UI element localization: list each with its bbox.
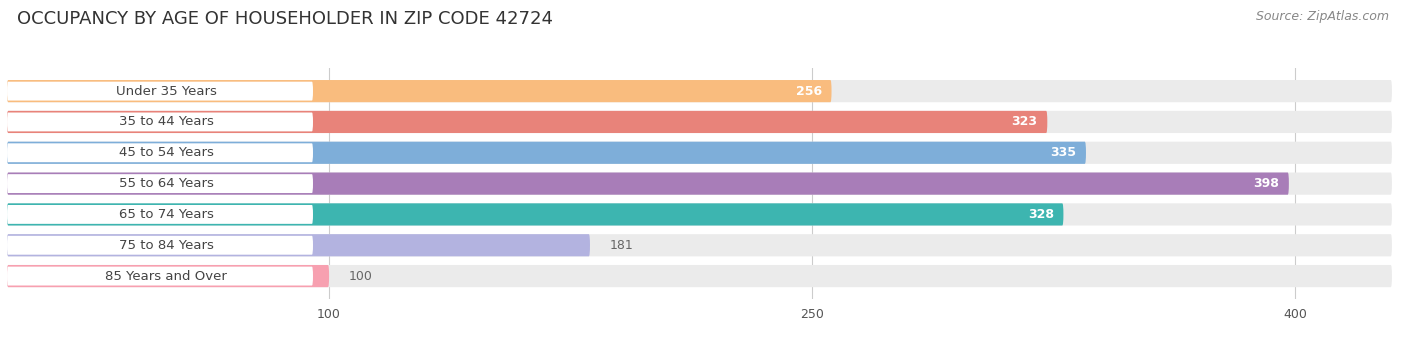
Text: 35 to 44 Years: 35 to 44 Years bbox=[118, 116, 214, 129]
FancyBboxPatch shape bbox=[7, 142, 1085, 164]
Text: 328: 328 bbox=[1028, 208, 1053, 221]
Text: 335: 335 bbox=[1050, 146, 1077, 159]
Text: Source: ZipAtlas.com: Source: ZipAtlas.com bbox=[1256, 10, 1389, 23]
FancyBboxPatch shape bbox=[7, 203, 1392, 225]
FancyBboxPatch shape bbox=[7, 203, 1063, 225]
FancyBboxPatch shape bbox=[7, 236, 314, 255]
Text: 256: 256 bbox=[796, 85, 823, 98]
FancyBboxPatch shape bbox=[7, 142, 1392, 164]
Text: 65 to 74 Years: 65 to 74 Years bbox=[118, 208, 214, 221]
Text: 85 Years and Over: 85 Years and Over bbox=[105, 270, 228, 283]
FancyBboxPatch shape bbox=[7, 267, 314, 286]
FancyBboxPatch shape bbox=[7, 111, 1047, 133]
FancyBboxPatch shape bbox=[7, 234, 591, 256]
Text: 398: 398 bbox=[1253, 177, 1279, 190]
FancyBboxPatch shape bbox=[7, 265, 1392, 287]
Text: 55 to 64 Years: 55 to 64 Years bbox=[118, 177, 214, 190]
FancyBboxPatch shape bbox=[7, 172, 1392, 195]
FancyBboxPatch shape bbox=[7, 111, 1392, 133]
Text: OCCUPANCY BY AGE OF HOUSEHOLDER IN ZIP CODE 42724: OCCUPANCY BY AGE OF HOUSEHOLDER IN ZIP C… bbox=[17, 10, 553, 28]
Text: 181: 181 bbox=[609, 239, 633, 252]
Text: 100: 100 bbox=[349, 270, 373, 283]
Text: 323: 323 bbox=[1012, 116, 1038, 129]
FancyBboxPatch shape bbox=[7, 82, 314, 101]
FancyBboxPatch shape bbox=[7, 172, 1289, 195]
FancyBboxPatch shape bbox=[7, 265, 329, 287]
FancyBboxPatch shape bbox=[7, 205, 314, 224]
FancyBboxPatch shape bbox=[7, 113, 314, 131]
Text: Under 35 Years: Under 35 Years bbox=[115, 85, 217, 98]
FancyBboxPatch shape bbox=[7, 143, 314, 162]
FancyBboxPatch shape bbox=[7, 174, 314, 193]
FancyBboxPatch shape bbox=[7, 80, 1392, 102]
Text: 75 to 84 Years: 75 to 84 Years bbox=[118, 239, 214, 252]
Text: 45 to 54 Years: 45 to 54 Years bbox=[118, 146, 214, 159]
FancyBboxPatch shape bbox=[7, 234, 1392, 256]
FancyBboxPatch shape bbox=[7, 80, 831, 102]
